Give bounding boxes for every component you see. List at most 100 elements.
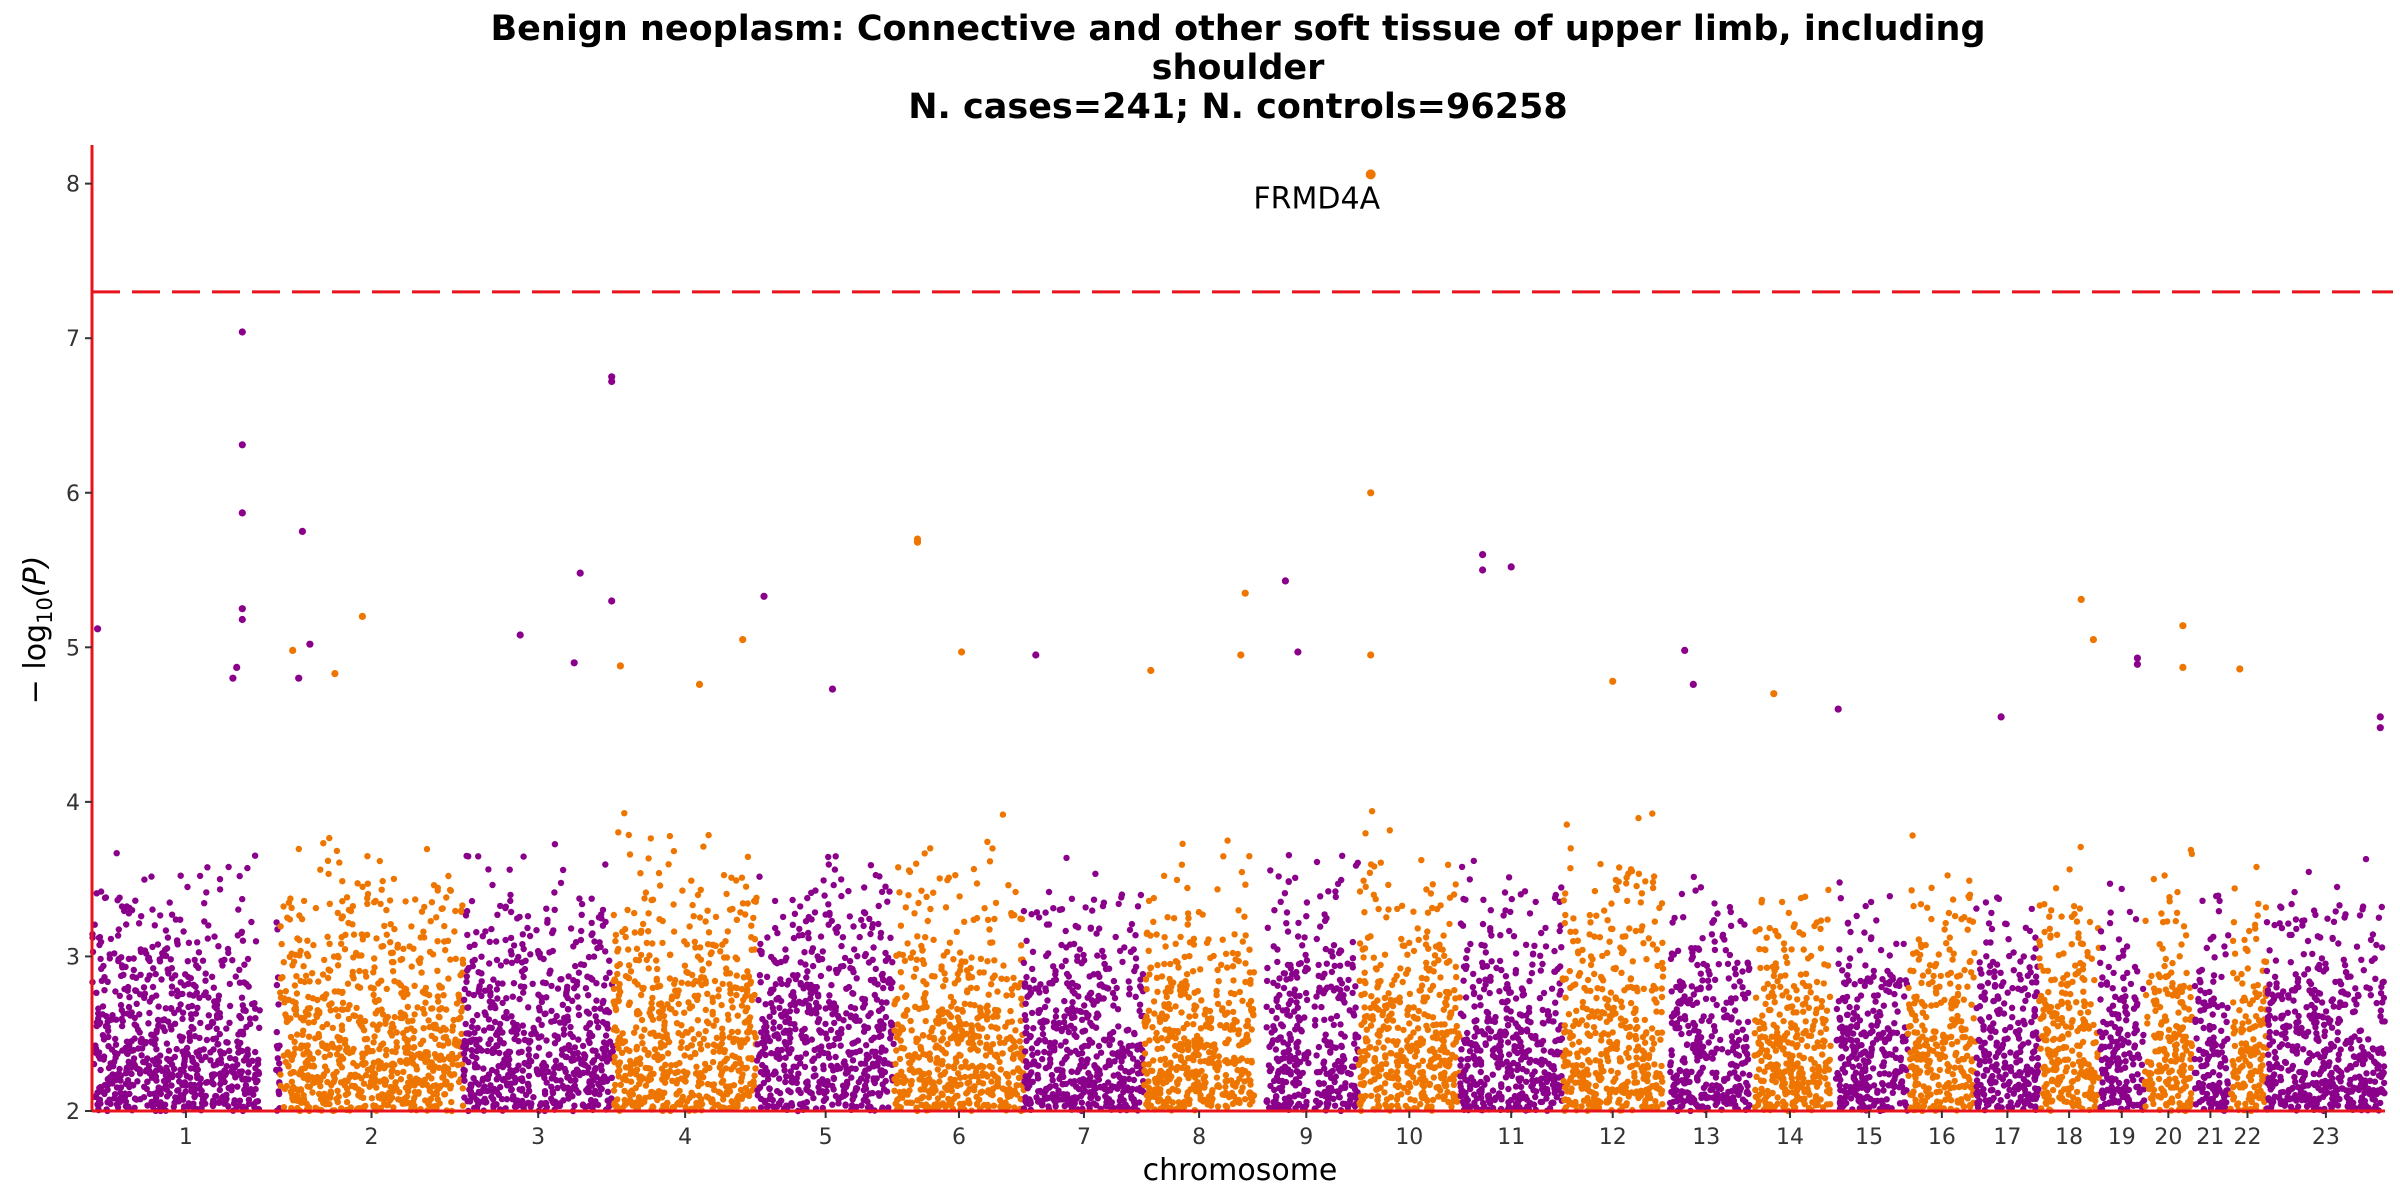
chr7-point-438 — [1096, 982, 1103, 989]
chr2-point-446 — [297, 1014, 304, 1022]
chr2-point-159 — [459, 1102, 467, 1109]
chr1-point-676 — [117, 1072, 125, 1079]
chr4-point-459 — [681, 962, 689, 969]
chr8-point-333 — [1184, 921, 1192, 928]
chr1-point-737 — [128, 1009, 135, 1016]
chr5-point-491 — [825, 965, 833, 972]
chr9-point-23 — [1283, 920, 1290, 927]
chr2-point-589 — [404, 990, 411, 998]
chr2-point-134 — [319, 971, 327, 978]
chr7-point-387 — [1035, 1009, 1042, 1016]
chr2-point-426 — [287, 1033, 295, 1041]
chr1-point-103 — [173, 1045, 180, 1053]
chr1-point-459 — [111, 1049, 119, 1057]
chr6-point-349 — [975, 1033, 983, 1040]
chr8-point-457 — [1197, 1096, 1204, 1103]
chr3-point-570 — [489, 999, 496, 1006]
chr2-point-349 — [393, 1039, 400, 1046]
chr3-point-324 — [507, 897, 514, 905]
chr8-point-352 — [1198, 1067, 1205, 1075]
chr8-point-419 — [1231, 1054, 1238, 1062]
chr3-point-511 — [496, 1025, 503, 1033]
chr3-point-70 — [462, 1020, 469, 1028]
chr2-point-452 — [304, 1042, 311, 1049]
chr3-point-247 — [600, 1039, 608, 1046]
chr6-point-315 — [948, 1087, 955, 1095]
chr1-point-688 — [158, 976, 165, 983]
chr5-point-158 — [830, 1074, 837, 1082]
chr8-point-324 — [1197, 966, 1204, 973]
chr2-point-675 — [371, 955, 378, 962]
chr5-point-354 — [807, 990, 814, 997]
chr1-point-681 — [234, 932, 241, 939]
chr4-point-364 — [657, 1044, 665, 1051]
chr1-point-721 — [200, 1046, 207, 1053]
chr3-point-473 — [495, 1073, 502, 1080]
chr6-point-123 — [891, 1087, 898, 1095]
chr3-point-222 — [470, 991, 477, 999]
chr4-point-436 — [745, 973, 752, 980]
chr5-point-482 — [882, 1013, 890, 1021]
chr7-point-222 — [1055, 1019, 1063, 1027]
chr5-point-557 — [883, 999, 890, 1006]
chr4-point-332 — [622, 933, 629, 941]
chr2-point-574 — [422, 999, 429, 1006]
chr6-point-244 — [984, 838, 991, 845]
chr5-point-560 — [875, 1090, 882, 1097]
chr6-point-452 — [1001, 1100, 1009, 1108]
chr6-point-445 — [921, 1082, 928, 1089]
chr5-point-231 — [817, 933, 825, 940]
chr1-point-251 — [224, 945, 232, 953]
chr2-point-459 — [317, 866, 324, 873]
chr7-point-367 — [1058, 1027, 1065, 1035]
chr1-point-274 — [174, 941, 181, 948]
chr7-point-419 — [1116, 1103, 1123, 1110]
chr5-point-511 — [832, 925, 839, 933]
chr6-point-158 — [912, 965, 920, 972]
chr3-point-472 — [525, 1082, 532, 1090]
chr7-point-129 — [1125, 978, 1132, 985]
chr6-point-188 — [961, 1073, 969, 1081]
chr7-point-408 — [1080, 951, 1087, 959]
chr2-point-759 — [281, 999, 288, 1006]
chr1-point-706 — [134, 1078, 141, 1085]
chr9-point-31 — [1328, 968, 1336, 976]
chr7-point-435 — [1051, 1047, 1058, 1054]
chr3-point-542 — [494, 995, 501, 1002]
chr7-point-490 — [1071, 1094, 1078, 1101]
chr1-point-587 — [225, 1103, 232, 1110]
chr8-point-129 — [1165, 1088, 1173, 1095]
chr6-point-537 — [994, 1013, 1001, 1020]
chr5-point-379 — [877, 929, 885, 937]
chr4-point-191 — [751, 936, 759, 943]
chr3-point-234 — [579, 1042, 587, 1050]
chr6-point-346 — [958, 958, 965, 965]
chr3-point-313 — [488, 1066, 496, 1074]
chr3-point-210 — [535, 1044, 543, 1051]
chr1-point-532 — [180, 1091, 187, 1099]
chr3-point-280 — [524, 913, 532, 920]
chr3-point-126 — [588, 895, 595, 902]
chr8-point-426 — [1247, 997, 1255, 1005]
chr1-point-725 — [210, 984, 217, 991]
chr2-point-769 — [371, 1104, 379, 1112]
chr5-point-527 — [849, 1096, 856, 1103]
chr4-point-413 — [727, 990, 734, 997]
chr2-point-489 — [441, 1068, 448, 1076]
chr3-point-233 — [529, 980, 536, 987]
chr1-point-225 — [244, 864, 251, 872]
chr2-point-506 — [343, 894, 351, 901]
chr2-point-699 — [428, 1005, 435, 1012]
chr7-point-290 — [1028, 1009, 1036, 1017]
chr2-point-221 — [339, 878, 346, 885]
chr2-point-768 — [367, 984, 375, 991]
chr3-point-274 — [460, 1072, 467, 1079]
chr3-point-209 — [490, 1104, 497, 1111]
chr6-point-451 — [894, 1072, 901, 1080]
chr1-point-611 — [112, 1035, 119, 1043]
chr3-point-353 — [482, 928, 489, 935]
chr3-point-468 — [575, 969, 583, 976]
chr8-point-356 — [1195, 1044, 1202, 1051]
chr2-point-559 — [400, 945, 407, 952]
chr3-point-329 — [473, 1054, 480, 1062]
